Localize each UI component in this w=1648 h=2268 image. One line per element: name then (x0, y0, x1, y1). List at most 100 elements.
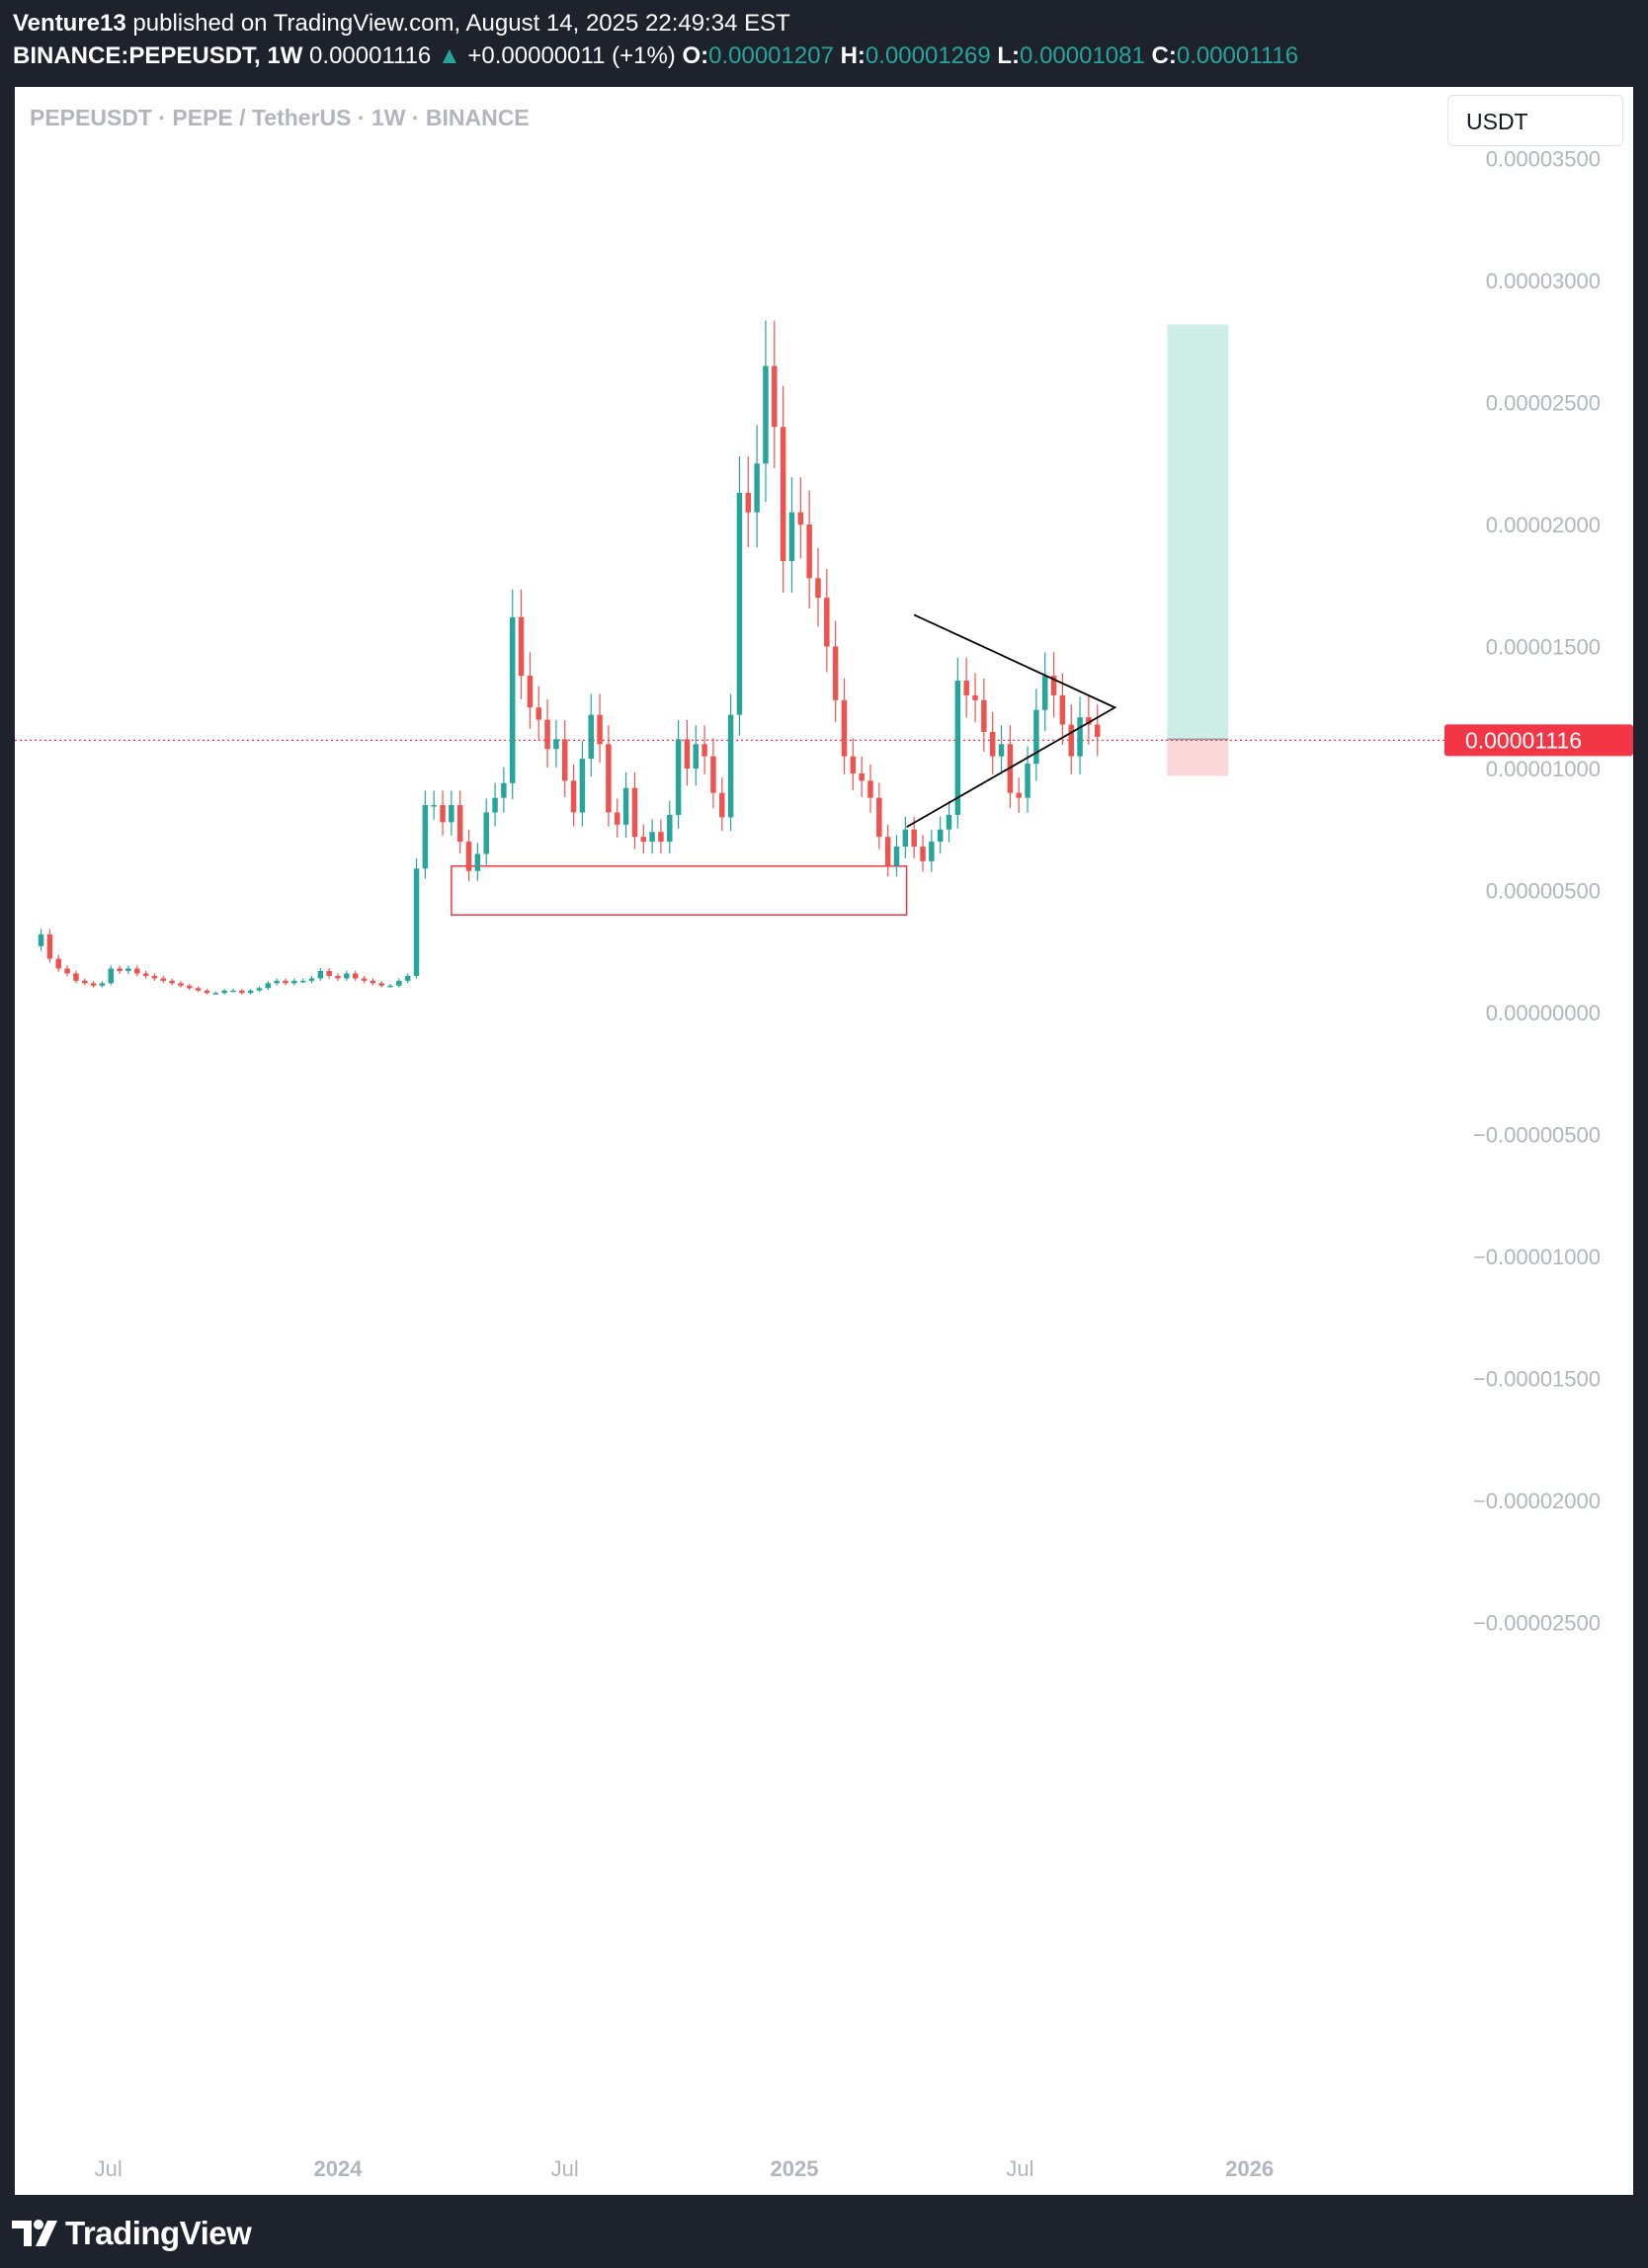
candle-body (134, 968, 140, 974)
candle-body (317, 971, 324, 979)
change-value: +0.00000011 (+1%) (467, 42, 676, 69)
y-tick-label: 0.00003500 (1486, 147, 1601, 172)
stop-zone (1167, 739, 1229, 776)
price-label-text: 0.00001116 (1465, 727, 1582, 753)
candle-body (832, 646, 839, 700)
candle-body (615, 812, 620, 825)
candle-body (239, 990, 245, 994)
footer: TradingView (0, 2195, 1648, 2268)
candle-body (204, 990, 210, 994)
candle-body (361, 978, 368, 981)
candle-body (474, 853, 481, 871)
candle-body (117, 968, 123, 972)
x-tick-label: 2024 (314, 2156, 364, 2181)
candle-body (693, 744, 700, 769)
candle-body (483, 812, 489, 854)
candle-body (824, 598, 830, 647)
candle-body (449, 805, 454, 823)
candle-body (701, 744, 707, 757)
candle-body (536, 707, 541, 720)
candle-body (1094, 724, 1101, 737)
candle-body (710, 756, 716, 793)
candle-body (797, 512, 804, 525)
candle-body (631, 787, 638, 838)
candle-body (588, 714, 594, 760)
candle-body (378, 983, 384, 986)
x-tick-label: Jul (551, 2156, 579, 2181)
change-arrow-icon: ▲ (437, 42, 461, 69)
candle-body (404, 975, 411, 981)
chart-panel[interactable]: 0.000050000.000045000.000040000.00003500… (15, 87, 1633, 2195)
y-tick-label: 0.00003000 (1486, 269, 1601, 293)
candle-body (82, 980, 88, 984)
candle-body (465, 842, 472, 871)
candle-body (1025, 764, 1030, 798)
candle-body (352, 973, 359, 979)
candle-body (606, 744, 612, 813)
candle-body (841, 699, 848, 757)
candle-body (1059, 694, 1066, 725)
price-chart[interactable]: 0.000050000.000045000.000040000.00003500… (15, 87, 1633, 2195)
author-name[interactable]: Venture13 (13, 10, 126, 37)
candle-body (788, 512, 795, 562)
tradingview-logo-icon[interactable] (12, 2213, 59, 2252)
candle-body (291, 980, 297, 984)
candle-body (108, 968, 115, 984)
candle-body (553, 739, 559, 750)
x-tick-label: Jul (1006, 2156, 1033, 2181)
y-tick-label: −0.00000500 (1473, 1123, 1601, 1148)
ohlc-line: BINANCE:PEPEUSDT, 1W 0.00001116 ▲ +0.000… (13, 42, 1298, 70)
candle-body (911, 829, 917, 848)
candle-body (90, 983, 97, 986)
candle-body (308, 978, 315, 981)
y-tick-label: 0.00000500 (1486, 879, 1601, 904)
candle-body (160, 978, 167, 981)
candle-body (370, 980, 376, 984)
high-label: H: (840, 42, 865, 69)
candle-body (456, 805, 463, 843)
candle-body (221, 990, 227, 994)
candle-body (396, 980, 402, 986)
candle-body (893, 847, 900, 866)
candle-body (344, 973, 350, 979)
candle-body (195, 988, 202, 991)
candle-body (772, 365, 778, 428)
candle-body (501, 782, 507, 798)
candle-body (754, 463, 760, 513)
candle-body (658, 832, 664, 843)
candle-body (169, 980, 175, 984)
candle-body (727, 714, 734, 818)
candle-body (745, 492, 752, 513)
candle-body (946, 814, 952, 830)
candle-body (527, 676, 534, 708)
candle-body (247, 990, 254, 994)
candle-body (265, 983, 272, 989)
tradingview-wordmark[interactable]: TradingView (65, 2215, 252, 2251)
candle-body (570, 780, 577, 813)
candle-body (518, 616, 525, 677)
candle-body (1016, 792, 1022, 798)
currency-selector[interactable]: USDT (1447, 95, 1623, 146)
candle-body (780, 427, 786, 562)
candle-body (597, 714, 603, 745)
symbol-title: PEPEUSDT · PEPE / TetherUS · 1W · BINANC… (30, 105, 530, 130)
y-tick-label: 0.00000000 (1486, 1001, 1601, 1025)
open-value: 0.00001207 (708, 42, 834, 69)
candle-body (640, 837, 647, 843)
chart-header: Venture13 published on TradingView.com, … (0, 0, 1648, 87)
symmetrical-triangle (906, 613, 1117, 829)
candle-body (178, 983, 184, 986)
candle-body (335, 975, 341, 979)
target-zone (1167, 324, 1229, 740)
candle-body (492, 797, 498, 813)
candle-body (850, 756, 857, 773)
candle-body (684, 739, 691, 769)
candle-body (998, 744, 1005, 757)
candle-body (1041, 676, 1048, 710)
candle-body (989, 731, 996, 757)
candle-body (1086, 717, 1092, 725)
candle-body (440, 805, 446, 823)
publish-info: Venture13 published on TradingView.com, … (13, 10, 790, 38)
candle-body (299, 980, 306, 983)
candle-body (561, 739, 568, 781)
